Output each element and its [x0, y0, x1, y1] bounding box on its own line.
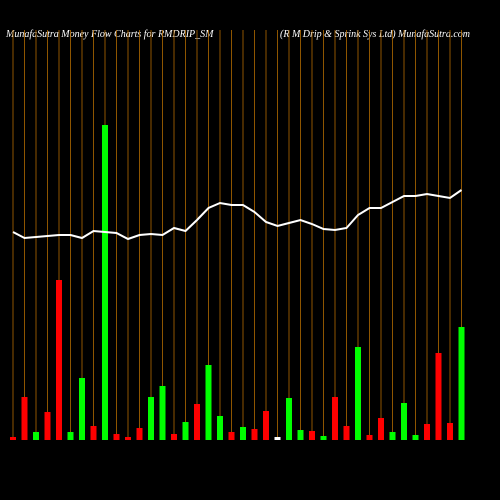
- bar: [56, 280, 62, 440]
- bar: [378, 418, 384, 440]
- bar: [113, 434, 120, 440]
- bar: [412, 435, 419, 440]
- bar: [343, 426, 350, 440]
- bar: [320, 436, 327, 440]
- bar: [286, 398, 292, 440]
- chart-title: MunafaSutra Money Flow Charts for RMDRIP…: [5, 29, 214, 40]
- bar: [447, 423, 453, 440]
- bar: [355, 347, 361, 440]
- bar: [148, 397, 154, 440]
- bar: [79, 378, 85, 440]
- bar: [274, 437, 281, 440]
- bar: [263, 411, 269, 440]
- bar: [194, 404, 200, 440]
- chart-subtitle: (R M Drip & Sprink Sys Ltd) MunafaSutra.…: [280, 29, 470, 40]
- bar: [240, 427, 246, 440]
- bar: [401, 403, 407, 440]
- bar: [458, 327, 465, 440]
- bar: [366, 435, 373, 440]
- bar: [33, 432, 39, 440]
- bar: [182, 422, 189, 440]
- bar: [67, 432, 74, 440]
- bar: [102, 125, 108, 440]
- bar: [332, 397, 338, 440]
- bar: [389, 432, 396, 440]
- bar: [90, 426, 97, 440]
- bar: [125, 437, 131, 440]
- bar: [217, 416, 223, 440]
- bar: [136, 428, 143, 440]
- bar: [297, 430, 304, 440]
- bar: [171, 434, 177, 440]
- bar: [10, 437, 16, 440]
- bar: [205, 365, 212, 440]
- bar: [309, 431, 315, 440]
- money-flow-line: [12, 189, 463, 241]
- bar: [251, 429, 258, 440]
- bar: [159, 386, 166, 440]
- bar: [435, 353, 442, 440]
- bar: [21, 397, 28, 440]
- bar: [44, 412, 51, 440]
- bar: [424, 424, 430, 440]
- bar: [228, 432, 235, 440]
